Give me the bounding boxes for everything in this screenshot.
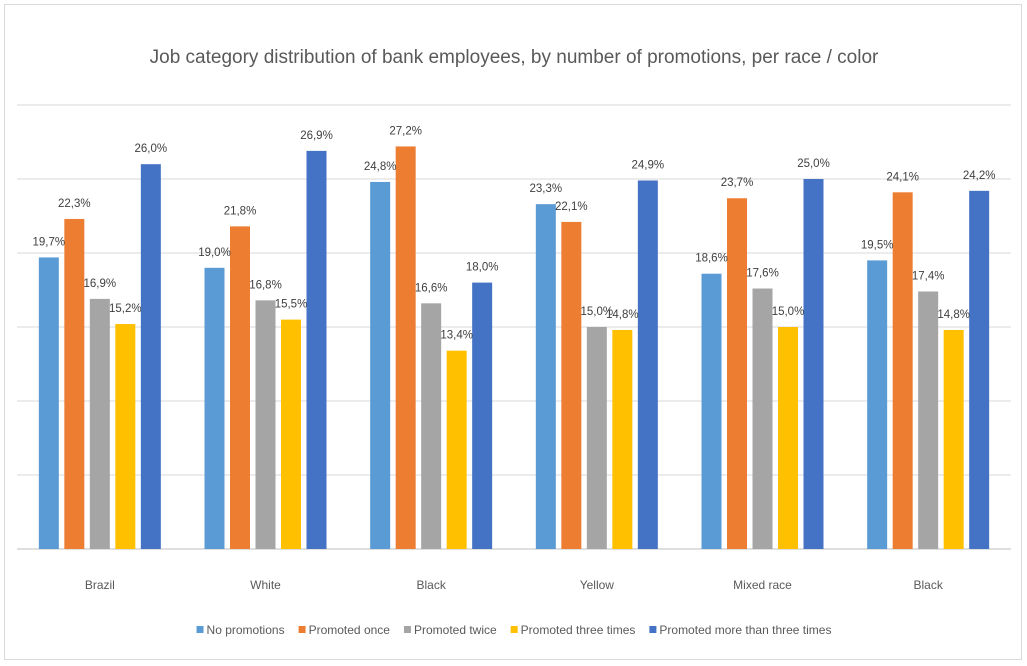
x-tick-label: White (250, 578, 281, 592)
legend-item: Promoted twice (404, 623, 497, 637)
data-label: 24,9% (632, 159, 665, 171)
data-label: 17,6% (746, 268, 779, 280)
legend-swatch (404, 626, 411, 633)
bar-promoted-once-4 (727, 198, 747, 549)
data-label: 18,0% (466, 262, 499, 274)
bar-promoted-three-times-5 (944, 330, 964, 549)
data-label: 22,3% (58, 198, 91, 210)
data-label: 15,2% (109, 303, 142, 315)
bar-promoted-more-than-three-times-0 (141, 164, 161, 549)
data-label: 17,4% (912, 270, 945, 282)
data-label: 23,3% (530, 183, 563, 195)
chart-title: Job category distribution of bank employ… (150, 47, 879, 68)
x-tick-label: Black (913, 578, 943, 592)
legend-item: No promotions (197, 623, 285, 637)
data-labels: 19,7% 22,3% 16,9% 15,2% 26,0% 19,0% 21,8% 16,8%… (33, 125, 996, 341)
bar-no-promotions-5 (867, 260, 887, 549)
x-axis-ticks: Brazil White Black Yellow Mixed race Black (85, 578, 944, 592)
bar-promoted-twice-4 (753, 289, 773, 549)
chart-frame: Job category distribution of bank employ… (4, 4, 1022, 660)
legend-item: Promoted three times (511, 623, 636, 637)
legend-item: Promoted more than three times (649, 623, 831, 637)
legend-label: No promotions (207, 623, 285, 637)
bar-promoted-more-than-three-times-1 (307, 151, 327, 549)
bar-promoted-more-than-three-times-2 (472, 283, 492, 549)
legend-label: Promoted three times (521, 623, 636, 637)
data-label: 24,2% (963, 170, 996, 182)
bar-no-promotions-1 (205, 268, 225, 549)
data-label: 26,9% (300, 130, 333, 142)
gridlines (17, 105, 1011, 549)
data-label: 27,2% (389, 125, 422, 137)
data-label: 16,9% (84, 278, 117, 290)
data-label: 14,8% (606, 309, 639, 321)
bar-promoted-three-times-0 (115, 324, 135, 549)
legend-label: Promoted once (309, 623, 391, 637)
x-tick-label: Brazil (85, 578, 115, 592)
legend-swatch (197, 626, 204, 633)
bar-promoted-once-1 (230, 226, 250, 549)
legend-swatch (649, 626, 656, 633)
bar-no-promotions-4 (702, 274, 722, 549)
bar-no-promotions-0 (39, 257, 59, 549)
data-label: 15,0% (772, 306, 805, 318)
data-label: 13,4% (440, 330, 473, 342)
bar-promoted-three-times-1 (281, 320, 301, 549)
data-label: 19,7% (33, 236, 66, 248)
data-label: 18,6% (695, 253, 728, 265)
bar-promoted-once-5 (893, 192, 913, 549)
data-label: 15,5% (275, 299, 308, 311)
bar-promoted-twice-5 (918, 291, 938, 549)
bar-no-promotions-2 (370, 182, 390, 549)
data-label: 14,8% (937, 309, 970, 321)
legend-label: Promoted twice (414, 623, 497, 637)
data-label: 24,1% (886, 171, 919, 183)
bar-promoted-twice-0 (90, 299, 110, 549)
x-tick-label: Black (416, 578, 446, 592)
bar-promoted-three-times-3 (612, 330, 632, 549)
data-label: 24,8% (364, 161, 397, 173)
bar-promoted-three-times-2 (447, 351, 467, 549)
bar-chart: Job category distribution of bank employ… (5, 5, 1023, 661)
bar-promoted-more-than-three-times-4 (804, 179, 824, 549)
bar-promoted-twice-2 (421, 303, 441, 549)
bar-promoted-three-times-4 (778, 327, 798, 549)
bar-promoted-once-3 (561, 222, 581, 549)
bar-promoted-once-2 (396, 146, 416, 549)
bar-promoted-twice-1 (256, 300, 276, 549)
bar-promoted-more-than-three-times-5 (969, 191, 989, 549)
bar-promoted-more-than-three-times-3 (638, 180, 658, 549)
legend-label: Promoted more than three times (659, 623, 831, 637)
data-label: 19,5% (861, 239, 894, 251)
legend: No promotions Promoted once Promoted twice… (197, 623, 832, 637)
data-label: 25,0% (797, 158, 830, 170)
data-label: 16,6% (415, 282, 448, 294)
data-label: 21,8% (224, 205, 257, 217)
data-label: 16,8% (249, 279, 282, 291)
legend-swatch (511, 626, 518, 633)
data-label: 19,0% (198, 247, 231, 259)
bar-promoted-twice-3 (587, 327, 607, 549)
legend-swatch (299, 626, 306, 633)
x-tick-label: Yellow (580, 578, 615, 592)
bar-promoted-once-0 (64, 219, 84, 549)
bars (39, 146, 989, 549)
data-label: 22,1% (555, 201, 588, 213)
x-tick-label: Mixed race (733, 578, 792, 592)
bar-no-promotions-3 (536, 204, 556, 549)
data-label: 23,7% (721, 177, 754, 189)
data-label: 26,0% (135, 143, 168, 155)
legend-item: Promoted once (299, 623, 391, 637)
